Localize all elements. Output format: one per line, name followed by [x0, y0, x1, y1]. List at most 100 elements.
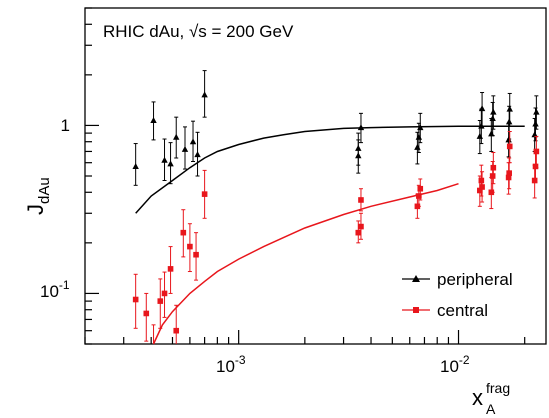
peripheral-point	[173, 116, 180, 159]
square-marker	[531, 177, 538, 184]
y-tick-label-1: 1	[61, 116, 70, 135]
triangle-marker	[357, 124, 365, 131]
x-tick-label-1e-3: 10-3	[216, 353, 246, 376]
peripheral-point	[417, 112, 424, 144]
central-point	[167, 246, 174, 294]
square-marker	[143, 310, 150, 317]
triangle-marker	[194, 151, 201, 158]
triangle-marker	[532, 120, 539, 127]
triangle-marker	[489, 114, 496, 121]
central-point	[506, 131, 513, 164]
x-axis-title-subscript: A	[486, 401, 496, 417]
x-tick-label-1e-2: 10-2	[440, 353, 470, 376]
square-marker	[417, 185, 424, 192]
triangle-marker	[414, 143, 421, 150]
square-marker	[416, 193, 422, 199]
peripheral-point	[489, 101, 496, 137]
collision-annotation: RHIC dAu, √s = 200 GeV	[103, 22, 294, 41]
central-point	[157, 278, 164, 329]
svg-text:JdAu: JdAu	[23, 177, 53, 215]
triangle-marker	[201, 91, 208, 98]
square-marker	[201, 191, 208, 197]
square-marker	[505, 174, 512, 181]
square-marker	[167, 266, 174, 272]
square-marker	[478, 177, 485, 184]
peripheral-point	[194, 131, 201, 177]
triangle-marker	[355, 152, 362, 159]
model-curve-peripheral	[135, 125, 525, 214]
y-tick-label-1e-1: 10-1	[40, 278, 70, 301]
data-points	[132, 70, 540, 344]
square-marker	[180, 229, 187, 236]
peripheral-point	[201, 70, 208, 118]
x-axis-title-superscript: frag	[486, 380, 510, 396]
peripheral-point	[506, 92, 513, 127]
model-curve-central	[152, 182, 459, 345]
central-point	[505, 162, 512, 195]
legend-label-central: central	[437, 301, 488, 320]
square-marker	[187, 243, 193, 250]
legend-marker-central	[413, 307, 419, 313]
central-point	[358, 212, 364, 240]
central-point	[533, 135, 540, 169]
central-point	[173, 304, 180, 344]
triangle-marker	[132, 162, 139, 169]
triangle-marker	[476, 132, 484, 139]
legend-label-peripheral: peripheral	[437, 270, 513, 289]
triangle-marker	[533, 108, 540, 115]
triangle-marker	[478, 105, 486, 112]
central-point	[201, 169, 208, 219]
y-axis-title: JdAu	[23, 177, 53, 215]
x-axis-title: x	[472, 385, 483, 410]
central-point	[180, 209, 187, 258]
square-marker	[506, 170, 512, 176]
square-marker	[532, 163, 539, 170]
central-point	[161, 271, 168, 318]
triangle-marker	[161, 156, 168, 163]
peripheral-point	[505, 122, 512, 158]
square-marker	[161, 290, 168, 297]
square-marker	[358, 223, 364, 230]
square-marker	[490, 164, 497, 171]
peripheral-point	[533, 95, 540, 130]
triangle-marker	[181, 145, 189, 152]
triangle-marker	[189, 138, 197, 145]
triangle-marker	[173, 133, 180, 140]
square-marker	[477, 187, 483, 194]
triangle-marker	[415, 133, 423, 140]
peripheral-point	[181, 126, 189, 170]
central-point	[143, 292, 150, 342]
peripheral-point	[355, 139, 362, 174]
peripheral-point	[490, 95, 497, 130]
central-point	[151, 324, 156, 344]
square-marker	[533, 148, 540, 155]
peripheral-point	[505, 105, 513, 140]
square-marker	[193, 251, 199, 258]
triangle-marker	[506, 105, 513, 112]
peripheral-point	[167, 142, 174, 185]
central-point	[479, 171, 485, 203]
triangle-marker	[505, 118, 513, 125]
model-curves	[135, 125, 525, 345]
plot-frame	[84, 7, 547, 345]
triangle-marker	[490, 108, 497, 115]
central-point	[532, 150, 539, 183]
square-marker	[506, 143, 513, 150]
peripheral-point	[357, 112, 365, 144]
peripheral-point	[150, 101, 157, 141]
legend: peripheral central	[402, 270, 513, 320]
minor-ticks	[84, 7, 526, 345]
square-marker	[358, 197, 364, 203]
square-marker	[479, 184, 485, 190]
triangle-marker	[417, 124, 424, 131]
triangle-marker	[167, 160, 174, 167]
peripheral-point	[189, 120, 197, 162]
square-marker	[489, 173, 496, 179]
triangle-marker	[531, 131, 538, 138]
central-point	[132, 273, 139, 329]
central-point	[193, 232, 199, 281]
peripheral-point	[161, 138, 168, 182]
square-marker	[355, 229, 362, 236]
central-point	[187, 223, 193, 273]
